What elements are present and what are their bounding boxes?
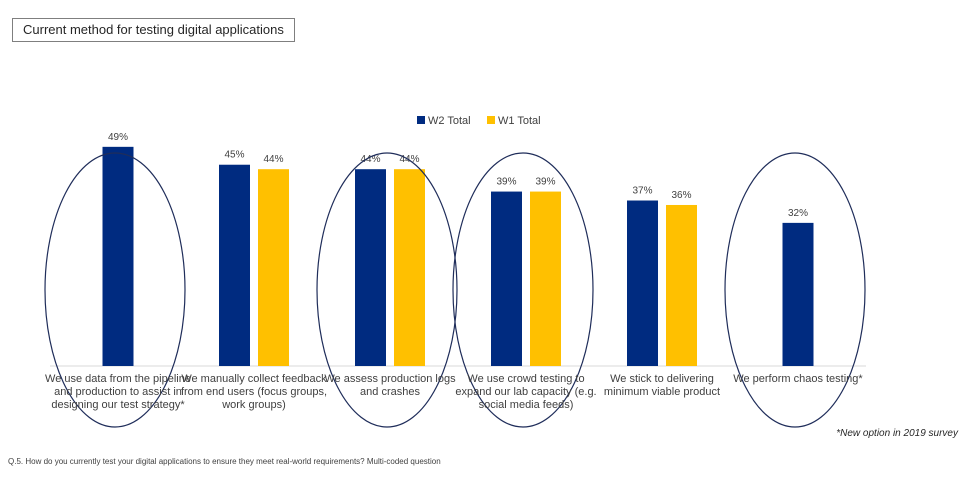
bar-w1-3: [530, 191, 561, 366]
bar-w1-4: [666, 204, 697, 366]
category-label-1: We manually collect feedback from end us…: [180, 373, 328, 411]
legend-label-w1: W1 Total: [498, 115, 541, 127]
bar-w1-1: [258, 169, 289, 366]
value-label-w1-3: 39%: [535, 177, 555, 188]
highlight-ellipses: [44, 152, 866, 428]
legend: W2 Total W1 Total: [417, 115, 541, 127]
value-label-w2-0: 49%: [108, 132, 128, 143]
highlight-ellipse-3: [452, 152, 594, 428]
highlight-ellipse-5: [724, 152, 866, 428]
bar-w1-2: [394, 169, 425, 366]
chart-title: Current method for testing digital appli…: [12, 18, 295, 42]
value-labels: 49%45% 44% 44% 44%39% 39%37% 36%32%: [108, 132, 808, 219]
bar-w2-5: [782, 222, 814, 366]
value-label-w2-2: 44%: [360, 154, 380, 165]
legend-swatch-w2: [417, 116, 425, 124]
question-text: Q.5. How do you currently test your digi…: [8, 457, 441, 466]
category-label-0: We use data from the pipeline and produc…: [45, 373, 191, 411]
bars: [102, 146, 814, 366]
value-label-w2-5: 32%: [788, 208, 808, 219]
legend-swatch-w1: [487, 116, 495, 124]
value-label-w2-4: 37%: [632, 186, 652, 197]
value-label-w2-1: 45%: [224, 150, 244, 161]
bar-w2-0: [102, 146, 134, 366]
category-label-5: We perform chaos testing*: [733, 373, 863, 385]
category-label-2: We assess production logs and crashes: [324, 373, 456, 398]
footnote: *New option in 2019 survey: [836, 428, 958, 439]
bar-w2-1: [219, 164, 250, 366]
category-label-4: We stick to delivering minimum viable pr…: [603, 373, 721, 398]
bar-w2-4: [627, 200, 658, 366]
bar-w2-2: [355, 169, 386, 366]
value-label-w2-3: 39%: [496, 177, 516, 188]
highlight-ellipse-0: [44, 152, 186, 428]
highlight-ellipse-2: [316, 152, 458, 428]
category-label-3: We use crowd testing to expand our lab c…: [455, 373, 597, 411]
legend-label-w2: W2 Total: [428, 115, 471, 127]
bar-w2-3: [491, 191, 522, 366]
value-label-w1-1: 44%: [263, 154, 283, 165]
value-label-w1-4: 36%: [671, 190, 691, 201]
